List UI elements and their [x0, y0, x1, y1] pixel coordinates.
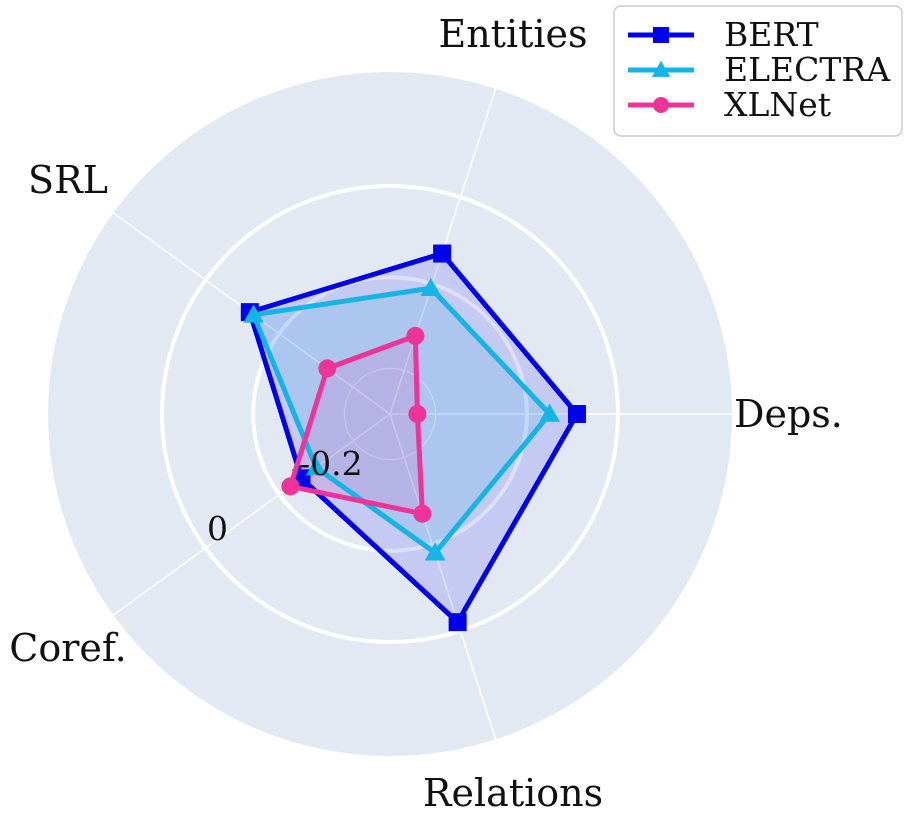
series-fill-2 [290, 335, 423, 514]
legend-label-1: ELECTRA [724, 50, 891, 89]
series-fill-0 [249, 253, 578, 623]
axis-label-2: SRL [28, 158, 108, 202]
series-0-point-1 [433, 244, 452, 263]
series-1-point-0 [539, 403, 560, 422]
series-fill-1 [253, 288, 550, 553]
radial-tick-label-1: 0 [207, 509, 228, 548]
spoke-4 [389, 413, 497, 740]
spoke-3 [112, 413, 391, 616]
grid [112, 88, 732, 740]
radial-ticks: -0.2 0 [207, 444, 363, 548]
series-line-1 [249, 285, 552, 557]
series-1-point-1 [420, 277, 442, 296]
series-2-point-1 [406, 326, 425, 345]
series-1-point-4 [424, 542, 446, 561]
series-2-point-4 [413, 504, 432, 523]
legend-label-2: XLNet [724, 85, 831, 124]
legend-marker-0 [653, 27, 669, 43]
series-1-point-2 [243, 304, 264, 323]
series-0-point-4 [448, 613, 467, 632]
axis-label-0: Deps. [734, 392, 843, 436]
series-area [240, 244, 586, 632]
series-0-point-0 [567, 405, 586, 423]
legend-marker-2 [653, 97, 669, 113]
legend-label-0: BERT [724, 15, 819, 54]
series-line-2 [287, 332, 426, 517]
radial-tick-label-0: -0.2 [299, 444, 363, 483]
series-line-0 [246, 250, 580, 627]
axis-label-1: Entities [438, 12, 587, 56]
series-2-point-0 [408, 405, 427, 423]
series-1-point-3 [305, 457, 327, 476]
legend-marker-1 [651, 60, 671, 77]
axis-labels: Deps. Entities SRL Coref. Relations [9, 12, 843, 815]
series-2-point-2 [318, 359, 337, 378]
series-2-point-3 [281, 477, 300, 496]
axis-label-4: Relations [423, 771, 603, 815]
axis-label-3: Coref. [9, 626, 126, 670]
